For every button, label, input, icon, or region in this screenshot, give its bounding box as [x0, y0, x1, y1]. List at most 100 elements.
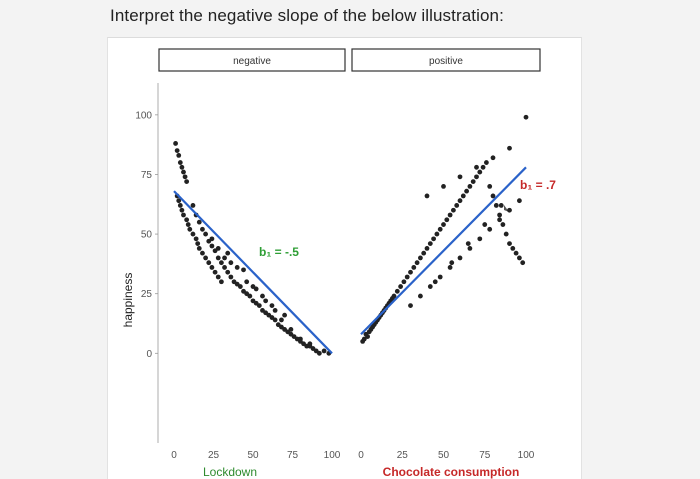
- scatter-point: [482, 222, 488, 227]
- question-text: Interpret the negative slope of the belo…: [110, 6, 504, 25]
- scatter-point: [424, 193, 430, 199]
- x-axis-label-positive: Chocolate consumption: [383, 465, 520, 479]
- scatter-point: [408, 303, 413, 309]
- scatter-point: [523, 114, 529, 120]
- scatter-point: [365, 334, 370, 340]
- scatter-point: [219, 279, 224, 285]
- scatter-point: [209, 265, 215, 270]
- scatter-point: [282, 312, 287, 318]
- scatter-point: [447, 212, 453, 218]
- scatter-point: [449, 260, 455, 266]
- scatter-point: [418, 255, 423, 261]
- scatter-point: [441, 222, 446, 227]
- scatter-point: [404, 274, 410, 280]
- scatter-point: [444, 217, 450, 223]
- scatter-point: [184, 179, 190, 185]
- scatter-point: [206, 260, 212, 266]
- scatter-point: [507, 145, 512, 151]
- scatter-point: [460, 193, 466, 199]
- scatter-point: [196, 245, 202, 251]
- regression-line: [173, 190, 333, 355]
- x-tick-label: 100: [518, 450, 535, 461]
- scatter-point: [177, 203, 183, 208]
- scatter-point: [177, 160, 183, 165]
- x-tick-label: 25: [397, 450, 409, 461]
- scatter-point: [457, 255, 463, 261]
- scatter-point: [209, 243, 215, 249]
- scatter-point: [225, 250, 231, 256]
- scatter-point: [507, 241, 512, 247]
- scatter-point: [298, 336, 303, 342]
- scatter-point: [195, 241, 201, 247]
- y-tick-label: 100: [135, 110, 152, 121]
- scatter-point: [424, 245, 430, 251]
- scatter-point: [500, 222, 506, 227]
- scatter-point: [260, 293, 265, 299]
- scatter-point: [187, 226, 193, 232]
- scatter-point: [437, 274, 443, 280]
- scatter-point: [279, 317, 284, 323]
- facet-strip-positive: [351, 48, 541, 72]
- scatter-point: [421, 250, 427, 256]
- scatter-point: [490, 193, 496, 199]
- scatter-point: [234, 265, 240, 270]
- facet-label-positive: positive: [429, 56, 463, 67]
- chart-card: negative positive happiness Lockdown Cho…: [107, 37, 582, 479]
- facet-strip-negative: [158, 48, 346, 72]
- scatter-point: [427, 284, 433, 289]
- scatter-point: [200, 250, 205, 256]
- scatter-point: [477, 236, 483, 242]
- scatter-point: [510, 245, 516, 251]
- x-tick-label: 100: [324, 450, 341, 461]
- scatter-point: [215, 255, 221, 261]
- scatter-point: [464, 188, 469, 194]
- scatter-point: [394, 288, 400, 294]
- scatter-point: [219, 260, 224, 266]
- x-tick-label: 50: [438, 450, 450, 461]
- regression-line: [360, 166, 527, 336]
- scatter-point: [316, 350, 322, 356]
- scatter-point: [263, 298, 269, 304]
- scatter-point: [441, 183, 446, 189]
- scatter-point: [414, 260, 420, 266]
- faceted-scatter-chart: negative positive happiness Lockdown Cho…: [121, 48, 556, 479]
- scatter-point: [474, 164, 479, 170]
- scatter-point: [288, 327, 294, 332]
- x-tick-label: 50: [247, 450, 259, 461]
- scatter-point: [454, 203, 460, 208]
- scatter-point: [465, 241, 471, 247]
- y-tick-label: 0: [146, 349, 152, 360]
- x-tick-label: 0: [171, 450, 177, 461]
- scatter-point: [447, 265, 453, 270]
- scatter-point: [498, 203, 504, 208]
- scatter-point: [321, 348, 327, 354]
- scatter-point: [174, 148, 180, 154]
- scatter-point: [497, 212, 502, 218]
- scatter-point: [222, 255, 227, 261]
- facet-label-negative: negative: [233, 56, 271, 67]
- scatter-point: [209, 236, 215, 242]
- x-tick-label: 75: [287, 450, 299, 461]
- scatter-point: [225, 269, 231, 275]
- scatter-point: [203, 255, 208, 261]
- scatter-point: [215, 274, 221, 280]
- scatter-point: [517, 255, 522, 261]
- scatter-point: [241, 267, 246, 273]
- scatter-point: [184, 217, 190, 223]
- scatter-point: [182, 174, 188, 180]
- scatter-point: [250, 284, 256, 289]
- scatter-point: [203, 231, 208, 237]
- slope-annotation-negative: b₁ = -.5: [259, 245, 299, 259]
- scatter-point: [247, 293, 253, 299]
- scatter-point: [517, 198, 522, 204]
- scatter-point: [467, 245, 473, 251]
- y-axis-label: happiness: [121, 273, 135, 328]
- scatter-point: [401, 279, 407, 285]
- scatter-point: [181, 169, 186, 175]
- scatter-point: [474, 174, 479, 180]
- scatter-point: [411, 265, 417, 270]
- scatter-point: [176, 198, 182, 204]
- scatter-point: [244, 279, 250, 285]
- scatter-point: [487, 183, 493, 189]
- scatter-point: [190, 203, 196, 208]
